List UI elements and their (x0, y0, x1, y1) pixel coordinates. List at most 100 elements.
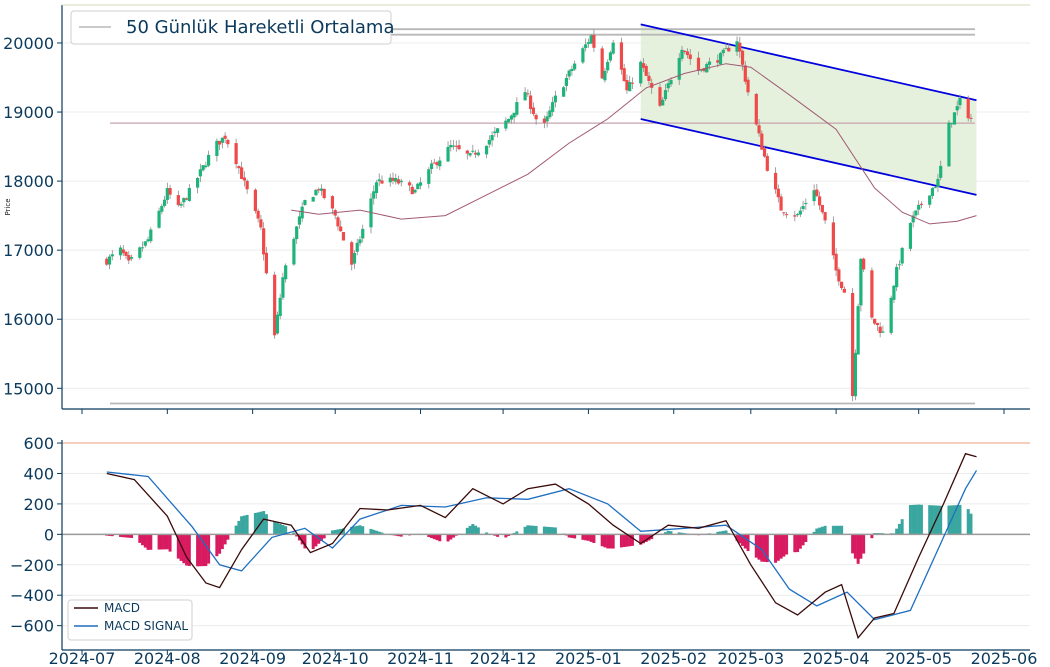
histogram-bar (716, 531, 720, 535)
candle-body (644, 65, 648, 76)
candle-body (870, 270, 874, 318)
histogram-bar (273, 521, 277, 535)
candle-body (107, 256, 112, 265)
candle-body (531, 107, 535, 115)
candle-body (127, 255, 131, 261)
histogram-bar (336, 529, 340, 535)
histogram-bar (589, 534, 593, 542)
histogram-bar (534, 525, 538, 535)
histogram-bar (680, 532, 684, 535)
histogram-bar (377, 531, 381, 535)
candle-body (416, 183, 420, 190)
candle-body (581, 48, 585, 63)
histogram-bar (581, 534, 585, 540)
histogram-bar (947, 505, 951, 535)
histogram-bar (930, 505, 934, 535)
histogram-bar (763, 534, 767, 562)
macd-xtick-label: 2024-07 (49, 649, 116, 667)
histogram-bar (911, 504, 915, 535)
legend-label: 50 Günlük Hareketli Ortalama (126, 17, 394, 38)
histogram-bar (187, 534, 191, 567)
candle-body (812, 190, 816, 202)
candle-body (105, 258, 109, 265)
histogram-bar (176, 534, 180, 559)
histogram-bar (515, 531, 519, 535)
candle-body (562, 87, 566, 97)
histogram-bar (427, 534, 431, 537)
candle-body (523, 92, 527, 101)
histogram-bar (352, 526, 356, 535)
candle-body (625, 80, 629, 91)
candle-body (798, 210, 802, 215)
histogram-bar (138, 534, 142, 543)
histogram-bar (955, 505, 959, 535)
histogram-bar (548, 527, 552, 535)
candle-body (380, 180, 384, 184)
candle-body (724, 48, 728, 50)
candle-body (339, 226, 343, 232)
histogram-bar (542, 526, 546, 535)
candle-body (840, 281, 844, 289)
histogram-bar (108, 534, 112, 536)
candle-body (413, 189, 417, 193)
price-ytick-label: 20000 (3, 34, 54, 53)
candle-body (917, 204, 921, 210)
candle-body (688, 54, 692, 60)
candle-body (341, 232, 346, 241)
candle-body (696, 57, 701, 71)
histogram-bar (853, 534, 857, 559)
price-ytick-label: 15000 (3, 379, 54, 398)
candle-body (743, 65, 747, 82)
macd-ytick-label: 200 (23, 495, 54, 514)
price-ytick-label: 17000 (3, 241, 54, 260)
candle-body (427, 169, 431, 184)
candle-body (911, 215, 915, 223)
histogram-bar (644, 534, 648, 542)
candle-body (606, 61, 610, 71)
candle-body (831, 222, 835, 256)
histogram-bar (182, 534, 186, 564)
candle-body (234, 143, 238, 165)
histogram-bar (900, 519, 904, 535)
candle-body (919, 203, 924, 205)
candle-body (182, 197, 186, 203)
candle-body (526, 93, 530, 95)
candle-body (955, 106, 959, 111)
histogram-bar (179, 534, 183, 561)
candle-body (454, 145, 458, 147)
candle-body (534, 114, 538, 120)
candle-body (358, 239, 362, 244)
histogram-bar (584, 534, 588, 541)
histogram-bar (311, 534, 315, 550)
candle-body (410, 186, 414, 195)
macd-legend-label: MACD SIGNAL (104, 619, 188, 633)
candle-body (372, 191, 376, 199)
histogram-bar (474, 525, 478, 535)
candle-body (118, 247, 123, 256)
price-ytick-label: 19000 (3, 103, 54, 122)
candle-body (317, 189, 321, 191)
histogram-bar (782, 534, 786, 557)
histogram-bar (936, 505, 940, 535)
price-ytick-label: 18000 (3, 172, 54, 191)
histogram-bar (738, 534, 742, 544)
macd-ytick-label: 400 (23, 464, 54, 483)
histogram-bar (914, 504, 918, 535)
histogram-bar (485, 532, 489, 535)
candle-body (878, 326, 882, 334)
histogram-bar (399, 534, 403, 537)
candle-body (281, 277, 285, 298)
histogram-bar (430, 534, 434, 539)
histogram-bar (818, 527, 822, 535)
candle-body (432, 162, 436, 164)
candle-body (928, 195, 932, 205)
histogram-bar (573, 534, 577, 539)
histogram-bar (165, 534, 169, 550)
histogram-bar (226, 534, 230, 540)
histogram-bar (859, 534, 863, 559)
candle-body (418, 182, 423, 186)
histogram-bar (586, 534, 590, 541)
candle-body (586, 42, 591, 44)
